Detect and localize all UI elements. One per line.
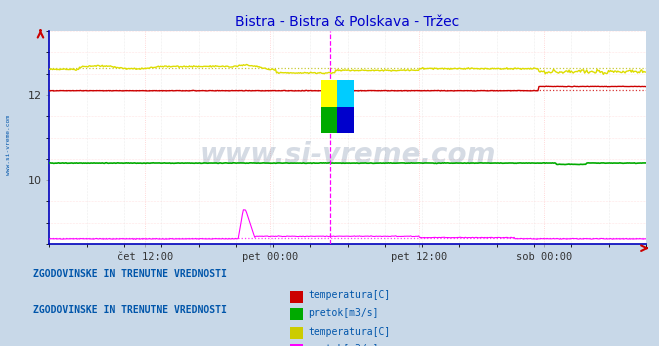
Text: www.si-vreme.com: www.si-vreme.com xyxy=(6,115,11,175)
Text: pretok[m3/s]: pretok[m3/s] xyxy=(308,344,379,346)
Text: ZGODOVINSKE IN TRENUTNE VREDNOSTI: ZGODOVINSKE IN TRENUTNE VREDNOSTI xyxy=(33,269,227,279)
Text: www.si-vreme.com: www.si-vreme.com xyxy=(200,140,496,169)
Text: temperatura[C]: temperatura[C] xyxy=(308,327,391,337)
Title: Bistra - Bistra & Polskava - Tržec: Bistra - Bistra & Polskava - Tržec xyxy=(235,15,460,29)
Text: pretok[m3/s]: pretok[m3/s] xyxy=(308,308,379,318)
Text: ZGODOVINSKE IN TRENUTNE VREDNOSTI: ZGODOVINSKE IN TRENUTNE VREDNOSTI xyxy=(33,305,227,315)
Text: temperatura[C]: temperatura[C] xyxy=(308,290,391,300)
